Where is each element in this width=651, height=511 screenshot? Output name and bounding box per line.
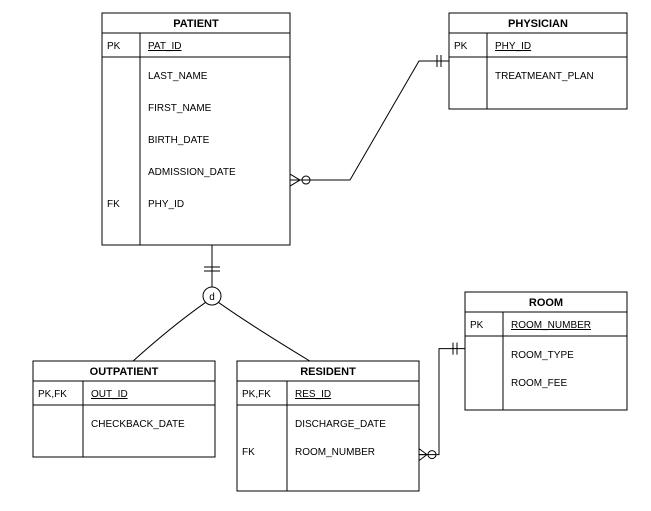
attr-label: FIRST_NAME [148,103,212,114]
attr-label: BIRTH_DATE [148,135,210,146]
entity-title: OUTPATIENT [90,366,159,378]
entity-physician: PHYSICIAN PK PHY_ID TREATMEANT_PLAN [449,13,627,109]
entity-resident: RESIDENT PK,FK RES_ID DISCHARGE_DATE ROOM_NU… [237,361,419,491]
key-label: FK [242,447,255,458]
key-label: PK,FK [242,389,271,400]
key-label: FK [107,199,120,210]
svg-text:d: d [209,292,215,303]
key-label: PK [107,41,121,52]
key-label: PK [454,41,468,52]
connector-resident-room [419,343,465,461]
attr-label: ROOM_NUMBER [295,447,375,458]
entity-title: PHYSICIAN [508,18,568,30]
attr-label: PHY_ID [148,199,184,210]
entity-title: PATIENT [173,18,219,30]
entity-room: ROOM PK ROOM_NUMBER ROOM_TYPE ROOM_FEE [465,292,627,410]
attr-label: ADMISSION_DATE [148,167,236,178]
pk-attr: ROOM_NUMBER [511,320,591,331]
attr-label: LAST_NAME [148,71,208,82]
pk-attr: RES_ID [295,389,331,400]
entity-patient: PATIENT PK PAT_ID LAST_NAME FIRST_NAME BIRTH_… [102,13,290,245]
pk-attr: PAT_ID [148,41,182,52]
connector-patient-disjoint [204,245,220,287]
pk-attr: PHY_ID [495,41,531,52]
attr-label: TREATMEANT_PLAN [495,71,594,82]
entity-outpatient: OUTPATIENT PK,FK OUT_ID CHECKBACK_DATE [33,361,215,457]
connector-patient-physician [290,55,449,186]
entity-title: RESIDENT [300,366,356,378]
attr-label: ROOM_FEE [511,378,567,389]
attr-label: CHECKBACK_DATE [91,419,185,430]
er-diagram: PATIENT PK PAT_ID LAST_NAME FIRST_NAME BIRTH_… [0,0,651,511]
key-label: PK [470,320,484,331]
key-label: PK,FK [38,389,67,400]
pk-attr: OUT_ID [91,389,128,400]
attr-label: ROOM_TYPE [511,350,574,361]
entity-title: ROOM [529,297,563,309]
connector-d-outpatient [133,302,206,361]
connector-d-resident [218,302,309,361]
attr-label: DISCHARGE_DATE [295,419,386,430]
